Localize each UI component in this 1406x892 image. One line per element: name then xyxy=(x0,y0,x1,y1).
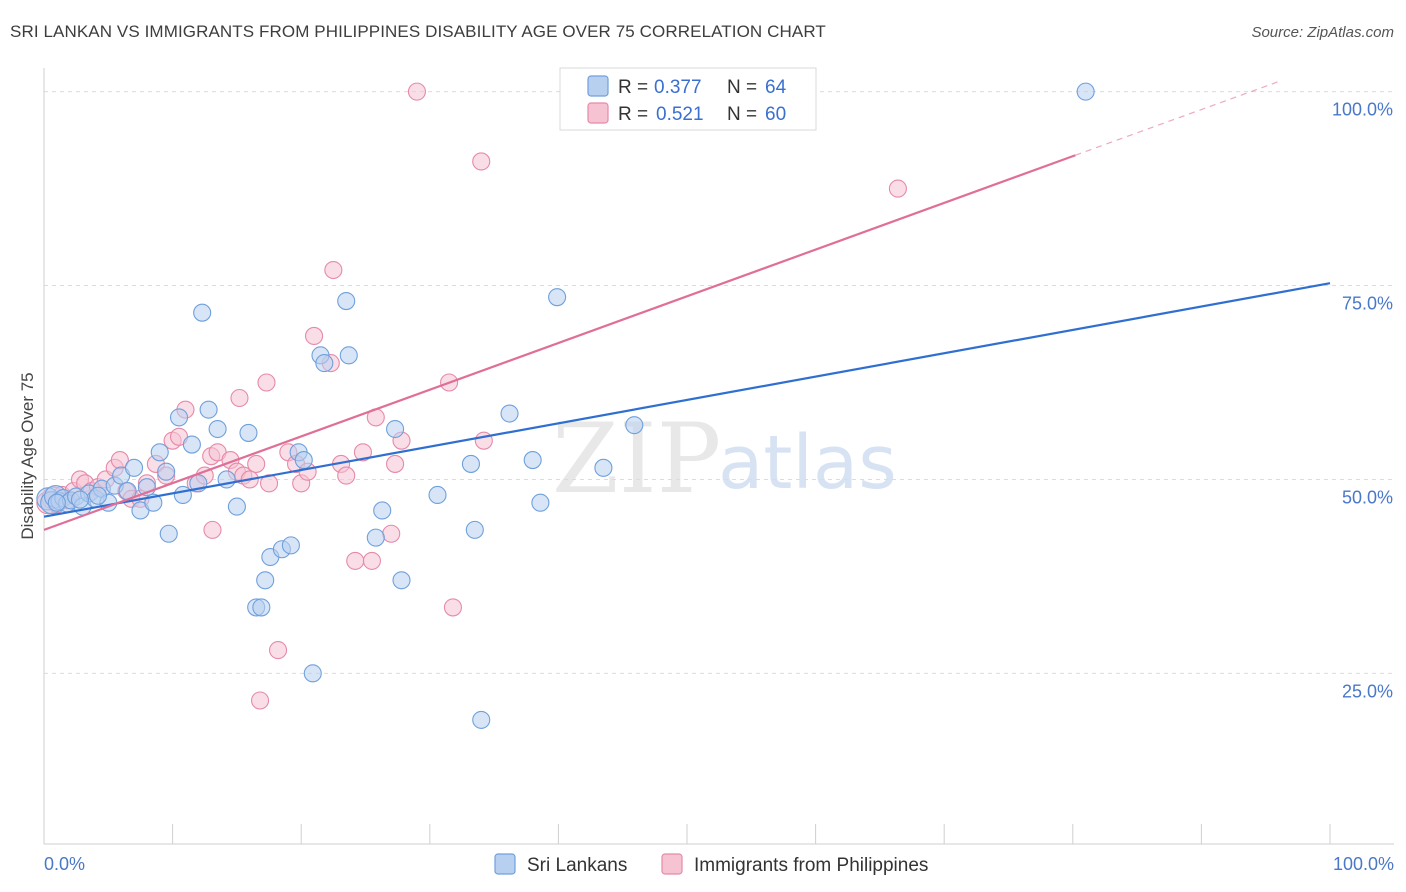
stats-legend: R = 0.377 N = 64 R = 0.521 N = 60 xyxy=(559,67,817,131)
point-sri-lankans xyxy=(337,292,356,311)
trend-line-sri-lankans xyxy=(43,282,1331,518)
stats-legend-r-label-2: R = xyxy=(618,104,648,125)
chart-title: SRI LANKAN VS IMMIGRANTS FROM PHILIPPINE… xyxy=(10,22,826,41)
point-philippines xyxy=(888,179,907,198)
y-tick-label: 25.0% xyxy=(1342,681,1393,701)
point-sri-lankans xyxy=(625,416,644,435)
point-sri-lankans xyxy=(500,404,519,423)
point-sri-lankans xyxy=(173,485,192,505)
point-philippines xyxy=(407,82,426,101)
point-philippines xyxy=(230,388,249,408)
point-sri-lankans xyxy=(70,490,90,509)
point-sri-lankans xyxy=(88,486,108,505)
point-sri-lankans xyxy=(193,303,212,322)
point-sri-lankans xyxy=(472,710,491,729)
x-ticks xyxy=(43,824,1331,844)
point-sri-lankans xyxy=(239,423,258,442)
stats-legend-r-label-1: R = xyxy=(618,77,648,98)
point-philippines xyxy=(324,260,343,280)
point-sri-lankans xyxy=(169,408,189,427)
point-sri-lankans xyxy=(428,485,447,505)
x-tick-label-min: 0.0% xyxy=(44,854,85,874)
point-sri-lankans xyxy=(373,501,392,520)
y-axis-label: Disability Age Over 75 xyxy=(18,372,37,539)
point-philippines xyxy=(247,454,266,473)
stats-legend-n-value-1: 64 xyxy=(765,77,787,98)
point-sri-lankans xyxy=(548,288,567,307)
point-sri-lankans xyxy=(281,536,300,555)
series-legend-label-philippines: Immigrants from Philippines xyxy=(694,855,928,876)
point-philippines xyxy=(472,152,491,171)
stats-legend-r-value-2: 0.521 xyxy=(656,104,704,125)
stats-legend-n-value-2: 60 xyxy=(765,104,786,125)
point-sri-lankans xyxy=(124,458,144,477)
point-sri-lankans xyxy=(182,435,201,454)
y-tick-label: 50.0% xyxy=(1342,487,1393,507)
point-philippines xyxy=(250,691,270,710)
point-philippines xyxy=(382,524,401,543)
stats-legend-r-value-1: 0.377 xyxy=(654,77,702,98)
point-philippines xyxy=(203,520,222,539)
point-sri-lankans xyxy=(294,451,313,470)
point-sri-lankans xyxy=(523,451,542,470)
point-sri-lankans xyxy=(594,458,613,477)
watermark-atlas: atlas xyxy=(718,420,897,506)
stats-legend-n-label-1: N = xyxy=(727,77,757,98)
point-philippines xyxy=(353,443,372,462)
data-points xyxy=(36,82,1095,729)
point-sri-lankans xyxy=(386,419,405,439)
series-legend-label-sri-lankans: Sri Lankans xyxy=(527,855,627,876)
x-tick-label-max: 100.0% xyxy=(1333,854,1394,874)
point-sri-lankans xyxy=(366,528,385,547)
series-legend-swatch-philippines xyxy=(661,853,683,875)
trend-line-philippines xyxy=(43,154,1076,531)
gridlines xyxy=(44,91,1394,674)
trend-line-philippines-extension xyxy=(1075,80,1279,156)
stats-legend-n-label-2: N = xyxy=(727,104,757,125)
point-sri-lankans xyxy=(199,400,218,419)
y-tick-labels: 25.0% 50.0% 75.0% 100.0% xyxy=(1332,100,1393,702)
point-sri-lankans xyxy=(392,571,411,590)
y-tick-label: 75.0% xyxy=(1342,294,1393,314)
point-philippines xyxy=(362,551,381,570)
point-sri-lankans xyxy=(1076,82,1095,101)
point-philippines xyxy=(269,641,288,660)
point-sri-lankans xyxy=(159,524,178,543)
stats-legend-swatch-philippines xyxy=(587,102,609,124)
point-philippines xyxy=(346,551,365,570)
point-sri-lankans xyxy=(461,454,481,473)
point-sri-lankans xyxy=(303,664,322,683)
point-sri-lankans xyxy=(227,497,246,516)
y-tick-label: 100.0% xyxy=(1332,100,1393,120)
stats-legend-swatch-sri-lankans xyxy=(587,75,609,97)
point-philippines xyxy=(443,598,462,617)
point-philippines xyxy=(305,326,324,346)
point-sri-lankans xyxy=(465,520,484,539)
point-philippines xyxy=(386,454,405,473)
point-sri-lankans xyxy=(339,346,358,365)
point-philippines xyxy=(257,373,276,392)
series-legend-swatch-sri-lankans xyxy=(494,853,516,875)
point-sri-lankans xyxy=(47,493,66,512)
point-sri-lankans xyxy=(531,493,550,512)
point-sri-lankans xyxy=(252,598,271,617)
point-sri-lankans xyxy=(315,354,334,373)
series-legend: Sri Lankans Immigrants from Philippines xyxy=(494,853,928,876)
point-sri-lankans xyxy=(256,571,275,590)
point-sri-lankans xyxy=(150,443,169,462)
point-sri-lankans xyxy=(208,419,227,439)
source-label: Source: ZipAtlas.com xyxy=(1251,24,1394,41)
point-sri-lankans xyxy=(157,462,176,481)
trend-lines xyxy=(43,80,1331,531)
point-philippines xyxy=(337,466,356,485)
